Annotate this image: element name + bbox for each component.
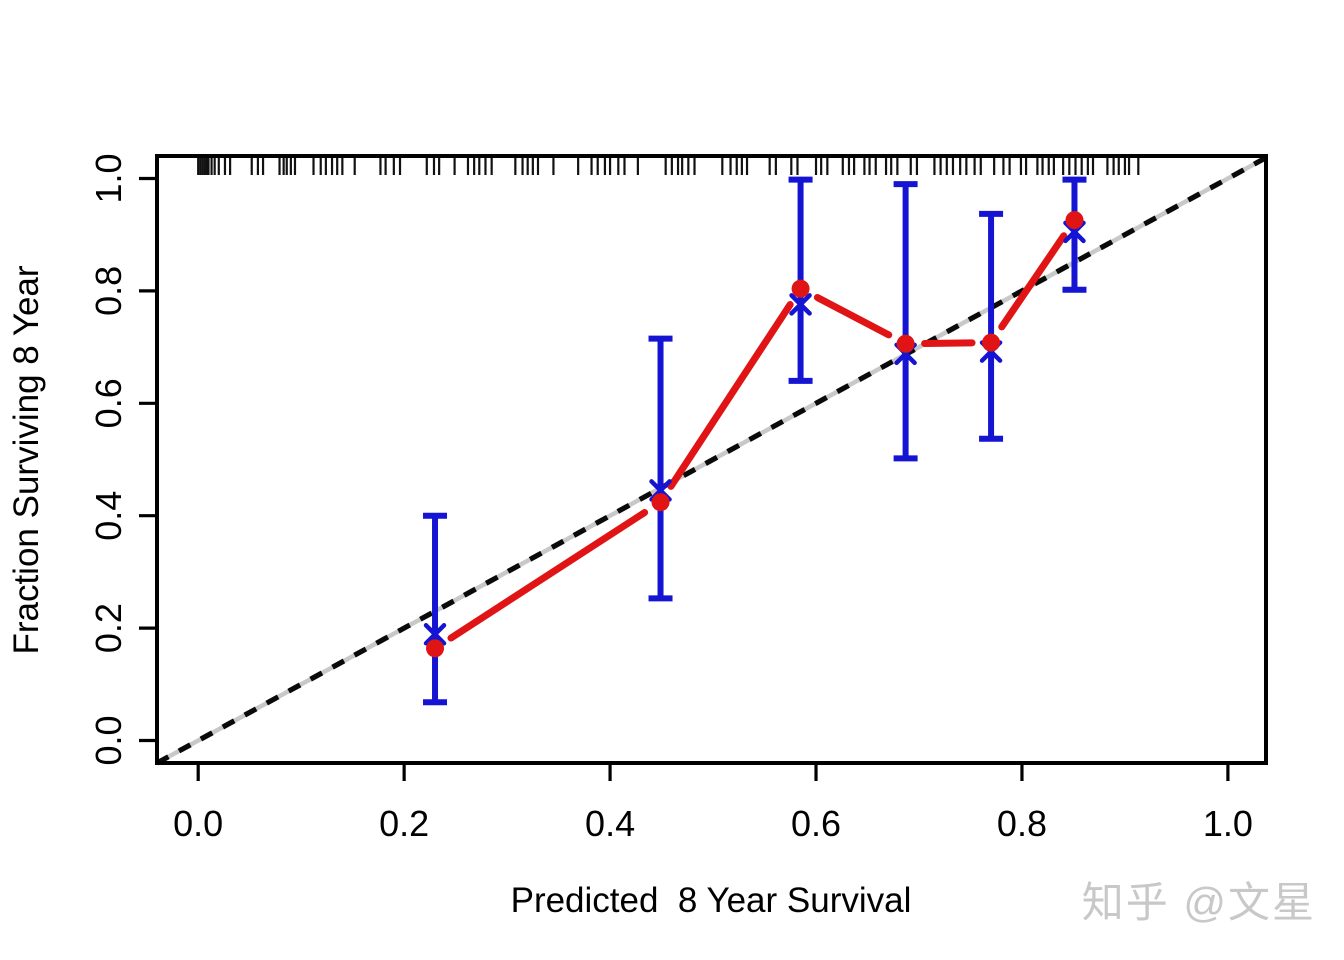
observed-x-marker [789,293,812,316]
x-tick-label: 0.0 [173,803,223,844]
y-tick-label: 0.2 [88,603,129,653]
plot-frame [155,154,1268,765]
error-bars [423,176,1087,706]
ideal-line-dashed [155,155,1268,766]
corrected-dots [426,211,1084,658]
ideal-line [155,155,1268,766]
x-tick-label: 0.8 [997,803,1047,844]
observed-markers [423,220,1086,646]
observed-x-marker [423,623,447,646]
watermark: 知乎 @文星 [1082,879,1316,926]
corrected-dot [1065,211,1084,230]
y-tick-label: 0.6 [88,378,129,428]
x-tick-label: 0.2 [379,803,429,844]
corrected-dot [982,333,1001,352]
x-tick-label: 0.6 [791,803,841,844]
corrected-dot [791,279,810,298]
calibration-segment [921,339,976,347]
calibration-segment [667,301,794,490]
calibration-line [447,232,1068,642]
y-tick-label: 0.0 [88,715,129,765]
x-tick-label: 1.0 [1203,803,1253,844]
corrected-dot [896,334,915,353]
corrected-dot [426,639,445,658]
calibration-segment [998,232,1068,331]
calibration-segment [447,509,649,642]
calibration-segment [813,293,893,339]
x-axis-title: Predicted 8 Year Survival [511,881,912,920]
y-tick-label: 0.8 [88,266,129,316]
y-tick-label: 0.4 [88,491,129,541]
rug-plot [197,157,1140,175]
y-axis-title: Fraction Surviving 8 Year [7,265,46,654]
x-tick-label: 0.4 [585,803,635,844]
y-tick-label: 1.0 [88,153,129,203]
corrected-dot [651,493,670,512]
axis-ticks-and-labels: 0.0 0.2 0.4 0.6 0.8 1.0 0.0 0.2 0.4 0.6 0.8 1.0 [88,153,1253,844]
plot-box [155,154,1268,765]
